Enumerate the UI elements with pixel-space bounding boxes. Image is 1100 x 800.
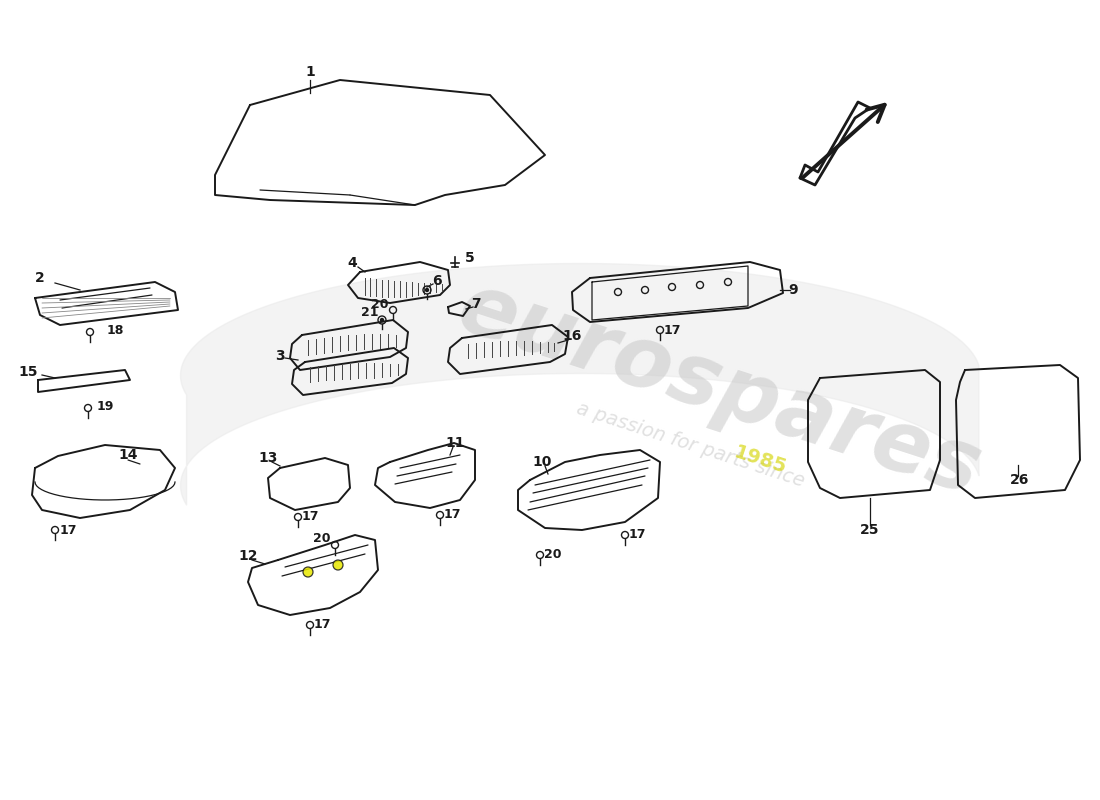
- Text: 9: 9: [789, 283, 797, 297]
- Text: 5: 5: [465, 251, 475, 265]
- Text: 18: 18: [107, 323, 123, 337]
- Text: 1: 1: [305, 65, 315, 79]
- Text: 14: 14: [119, 448, 138, 462]
- Text: 17: 17: [628, 529, 646, 542]
- Text: 4: 4: [348, 256, 356, 270]
- Text: 10: 10: [532, 455, 552, 469]
- Text: 12: 12: [239, 549, 257, 563]
- Text: 17: 17: [301, 510, 319, 523]
- Text: 25: 25: [860, 523, 880, 537]
- Text: 13: 13: [258, 451, 277, 465]
- Circle shape: [333, 560, 343, 570]
- Text: 17: 17: [663, 323, 681, 337]
- Text: 15: 15: [19, 365, 37, 379]
- Circle shape: [426, 289, 429, 291]
- Text: 1985: 1985: [732, 442, 789, 478]
- Circle shape: [302, 567, 313, 577]
- Text: 19: 19: [97, 401, 113, 414]
- Text: 26: 26: [1010, 473, 1030, 487]
- Text: 20: 20: [372, 298, 388, 310]
- Text: 7: 7: [471, 297, 481, 311]
- Text: 17: 17: [314, 618, 331, 631]
- Text: 16: 16: [562, 329, 582, 343]
- Text: 17: 17: [443, 509, 461, 522]
- Text: 17: 17: [59, 523, 77, 537]
- Text: 3: 3: [275, 349, 285, 363]
- Text: 11: 11: [446, 436, 464, 450]
- Text: 2: 2: [35, 271, 45, 285]
- Text: 20: 20: [314, 531, 331, 545]
- Text: 20: 20: [544, 549, 562, 562]
- Text: 6: 6: [432, 274, 442, 288]
- Text: 21: 21: [361, 306, 378, 319]
- Text: eurospares: eurospares: [449, 266, 992, 514]
- Circle shape: [381, 318, 384, 322]
- Text: a passion for parts since: a passion for parts since: [573, 399, 806, 491]
